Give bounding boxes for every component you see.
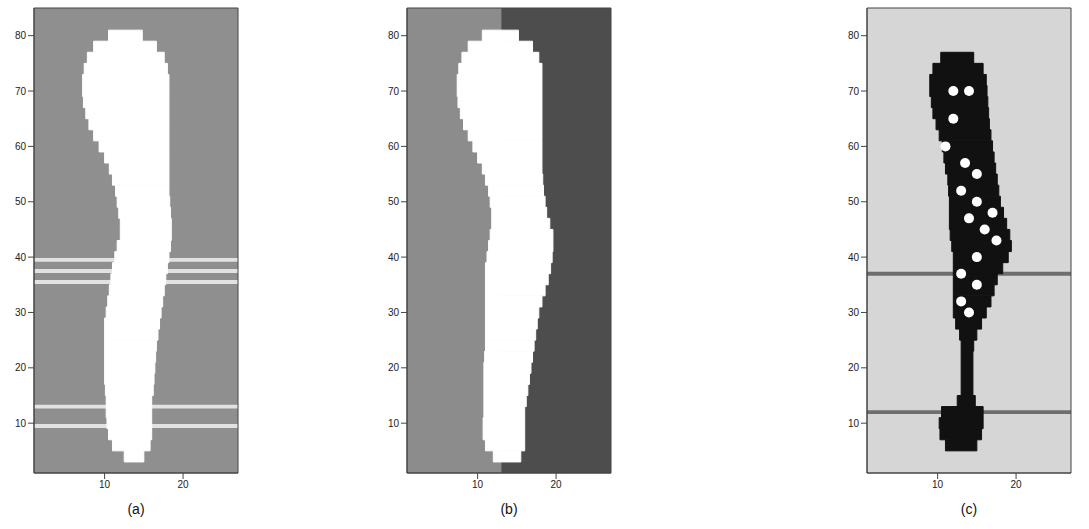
- svg-text:30: 30: [15, 307, 27, 318]
- svg-text:10: 10: [932, 479, 944, 490]
- svg-text:40: 40: [15, 252, 27, 263]
- svg-text:50: 50: [848, 196, 860, 207]
- svg-text:50: 50: [15, 196, 27, 207]
- html-text:(b): (b): [500, 501, 518, 517]
- svg-text:10: 10: [388, 418, 400, 429]
- svg-text:20: 20: [848, 362, 860, 373]
- svg-text:20: 20: [388, 362, 400, 373]
- svg-text:80: 80: [15, 30, 27, 41]
- svg-text:10: 10: [848, 418, 860, 429]
- svg-text:80: 80: [388, 30, 400, 41]
- svg-text:20: 20: [1011, 479, 1023, 490]
- svg-text:60: 60: [848, 141, 860, 152]
- svg-text:70: 70: [848, 86, 860, 97]
- svg-text:10: 10: [99, 479, 111, 490]
- svg-text:40: 40: [848, 252, 860, 263]
- html-text:(a): (a): [127, 501, 145, 517]
- svg-text:10: 10: [472, 479, 484, 490]
- svg-text:10: 10: [15, 418, 27, 429]
- svg-text:20: 20: [178, 479, 190, 490]
- svg-text:30: 30: [388, 307, 400, 318]
- svg-text:50: 50: [388, 196, 400, 207]
- html-text:(c): (c): [960, 501, 978, 517]
- svg-text:60: 60: [15, 141, 27, 152]
- svg-text:20: 20: [551, 479, 563, 490]
- svg-text:30: 30: [848, 307, 860, 318]
- svg-text:60: 60: [388, 141, 400, 152]
- svg-text:20: 20: [15, 362, 27, 373]
- svg-text:70: 70: [15, 86, 27, 97]
- svg-text:70: 70: [388, 86, 400, 97]
- svg-text:40: 40: [388, 252, 400, 263]
- svg-text:80: 80: [848, 30, 860, 41]
